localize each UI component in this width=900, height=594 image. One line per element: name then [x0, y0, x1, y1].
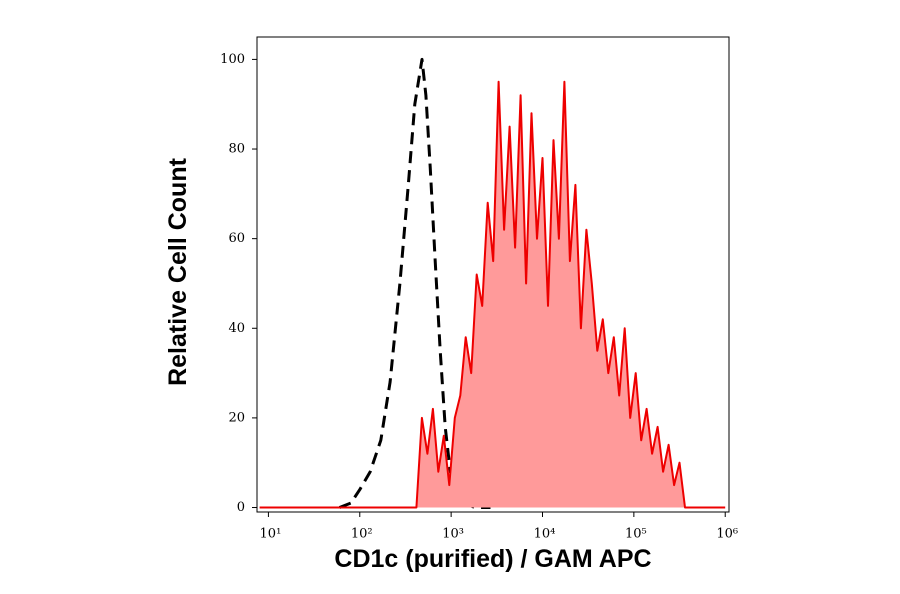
- histogram-area: [259, 81, 726, 508]
- x-tick-label: 10³: [442, 527, 464, 542]
- y-tick-label: 40: [228, 321, 245, 336]
- y-tick-label: 20: [228, 410, 245, 425]
- x-tick-label: 10¹: [260, 527, 282, 542]
- plot-frame: [256, 36, 730, 513]
- y-tick-label: 0: [237, 500, 245, 515]
- x-tick-label: 10⁵: [625, 527, 647, 542]
- x-axis-title: CD1c (purified) / GAM APC: [334, 545, 651, 573]
- y-tick-label: 100: [220, 52, 245, 67]
- y-tick-label: 80: [228, 142, 245, 157]
- x-tick-label: 10⁶: [716, 527, 738, 542]
- histogram-line: [259, 80, 726, 509]
- y-axis-title: Relative Cell Count: [164, 157, 192, 385]
- x-tick-label: 10⁴: [534, 527, 556, 542]
- x-tick-label: 10²: [351, 527, 373, 542]
- y-tick-label: 60: [228, 231, 245, 246]
